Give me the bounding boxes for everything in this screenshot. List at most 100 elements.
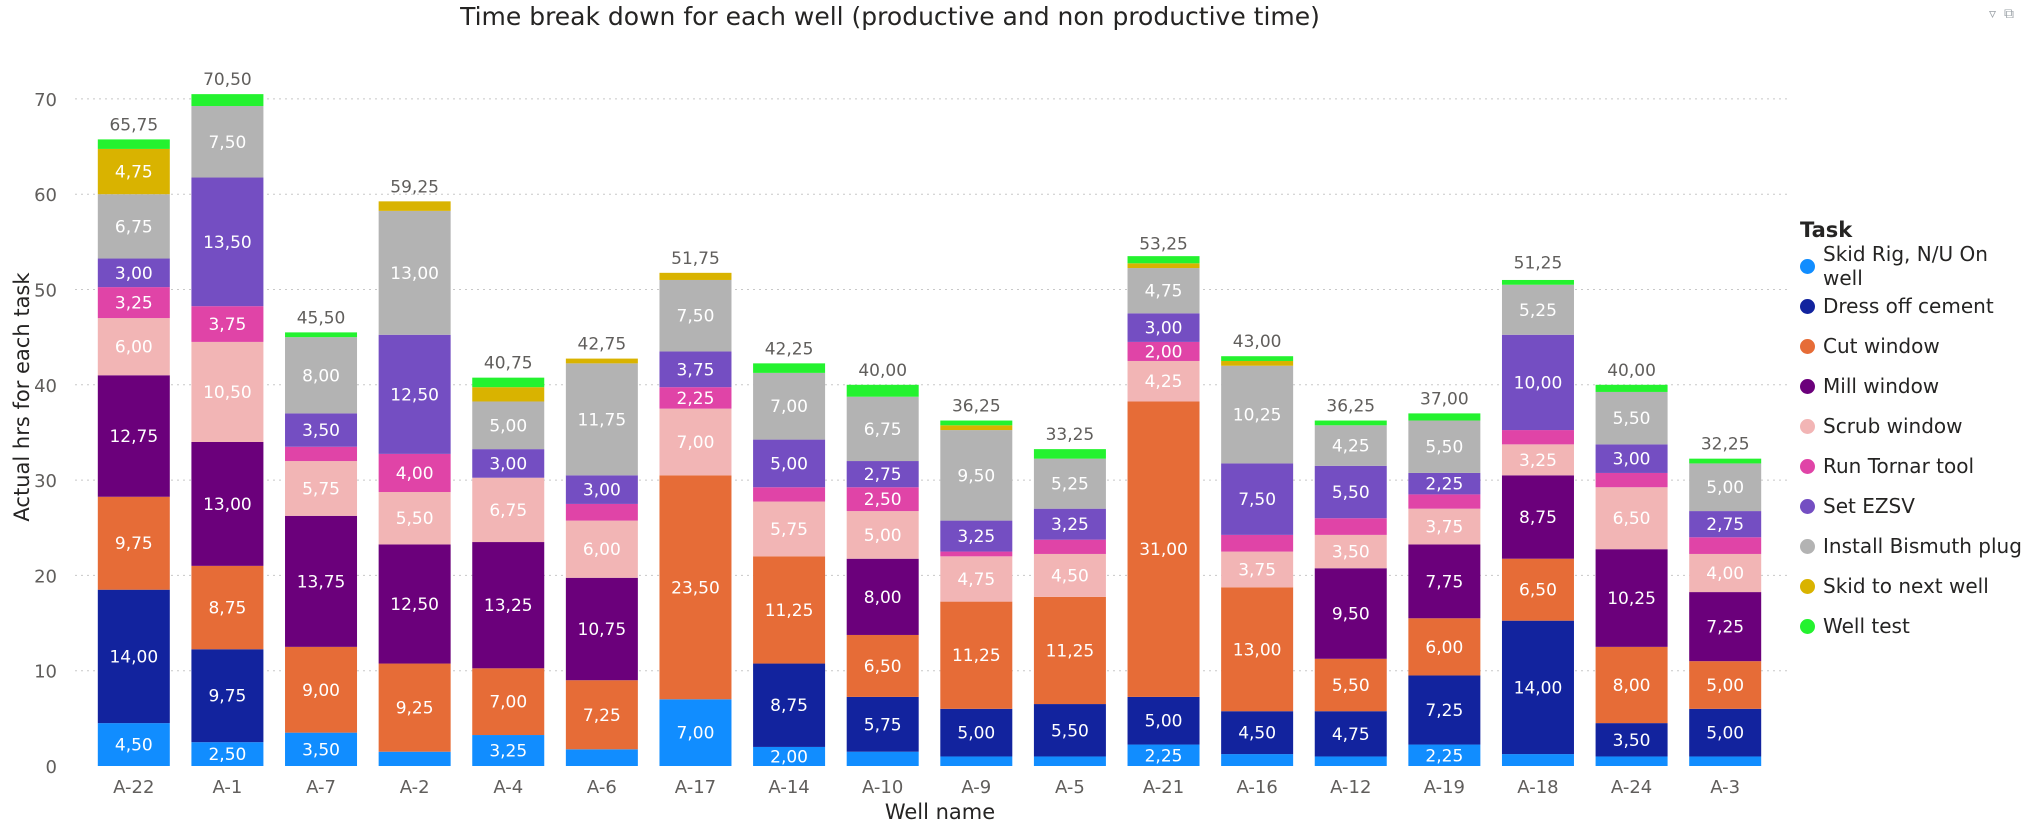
bar-segment xyxy=(940,430,1013,521)
data-label: 7,50 xyxy=(677,307,715,327)
bar-segment xyxy=(1408,413,1481,421)
bar-segment xyxy=(565,520,638,578)
legend-marker xyxy=(1800,578,1815,594)
bar-segment xyxy=(1689,463,1762,512)
bar-segment xyxy=(191,742,264,766)
bar-segment xyxy=(1221,463,1294,535)
legend-item[interactable]: Skid Rig, N/U On well xyxy=(1800,242,2026,290)
bar-segment xyxy=(1221,360,1294,366)
y-tick-label: 50 xyxy=(34,281,57,302)
data-label: 3,00 xyxy=(489,454,527,474)
legend-label: Well test xyxy=(1823,614,1910,638)
bar-segment xyxy=(753,487,826,502)
bar-segment xyxy=(846,558,919,635)
data-label: 13,50 xyxy=(203,233,252,253)
bar-segment xyxy=(1033,458,1106,509)
total-label: 53,25 xyxy=(1139,235,1188,255)
total-label: 65,75 xyxy=(109,115,158,135)
bar-segment xyxy=(378,492,451,545)
bar-segment xyxy=(753,363,826,373)
bar-segment xyxy=(1033,553,1106,597)
bar-segment xyxy=(1221,551,1294,588)
bar-segment xyxy=(1127,360,1200,402)
bar-segment xyxy=(285,515,358,647)
legend-item[interactable]: Dress off cement xyxy=(1800,286,2026,326)
data-label: 8,00 xyxy=(1613,676,1651,696)
bar-segment xyxy=(753,746,826,766)
data-label: 4,50 xyxy=(115,736,153,756)
bar-segment xyxy=(378,334,451,454)
data-label: 5,00 xyxy=(1706,676,1744,696)
legend-marker xyxy=(1800,458,1815,474)
bar-segment xyxy=(191,565,264,650)
bar-segment xyxy=(940,756,1013,766)
legend-item[interactable]: Run Tornar tool xyxy=(1800,446,2026,486)
bar-segment xyxy=(1689,511,1762,538)
bar-segment xyxy=(1314,711,1387,757)
data-label: 5,50 xyxy=(1332,676,1370,696)
x-tick-label: A-6 xyxy=(587,777,617,798)
bar-segment xyxy=(97,318,170,376)
data-label: 12,50 xyxy=(390,595,439,615)
legend-item[interactable]: Mill window xyxy=(1800,366,2026,406)
bar-segment xyxy=(285,413,358,447)
data-label: 4,50 xyxy=(1238,724,1276,744)
legend-label: Run Tornar tool xyxy=(1823,454,1975,478)
x-tick-label: A-16 xyxy=(1236,777,1277,798)
bar-segment xyxy=(97,375,170,497)
bar-segment xyxy=(1127,256,1200,264)
data-label: 5,00 xyxy=(864,526,902,546)
bar-segment xyxy=(285,461,358,516)
filter-icon[interactable]: ▿ xyxy=(1988,6,1996,22)
bar-segment xyxy=(1689,661,1762,709)
bar-segment xyxy=(1595,549,1668,647)
legend-item[interactable]: Set EZSV xyxy=(1800,486,2026,526)
x-tick-label: A-2 xyxy=(400,777,430,798)
bar-segment xyxy=(1127,268,1200,314)
x-tick-label: A-22 xyxy=(113,777,154,798)
legend-label: Scrub window xyxy=(1823,414,1963,438)
data-label: 3,00 xyxy=(115,264,153,284)
bar-segment xyxy=(940,708,1013,757)
data-label: 5,75 xyxy=(770,520,808,540)
legend-marker xyxy=(1800,538,1815,554)
bar-segment xyxy=(1689,756,1762,766)
bar-segment xyxy=(753,372,826,440)
bar-segment xyxy=(565,749,638,766)
legend-label: Set EZSV xyxy=(1823,494,1915,518)
data-label: 7,50 xyxy=(1238,490,1276,510)
bar-segment xyxy=(1408,675,1481,745)
bar-segment xyxy=(1595,646,1668,724)
bar-segment xyxy=(940,425,1013,431)
x-tick-label: A-4 xyxy=(493,777,523,798)
data-label: 3,00 xyxy=(1613,450,1651,470)
bar-segment xyxy=(191,649,264,743)
bar-segment xyxy=(565,363,638,476)
data-label: 3,25 xyxy=(1051,515,1089,535)
bar-segment xyxy=(1033,756,1106,766)
legend-item[interactable]: Skid to next well xyxy=(1800,566,2026,606)
x-tick-label: A-7 xyxy=(306,777,336,798)
legend-label: Skid to next well xyxy=(1823,574,1989,598)
data-label: 14,00 xyxy=(109,647,158,667)
bar-segment xyxy=(285,446,358,462)
data-label: 13,25 xyxy=(484,596,533,616)
data-label: 5,25 xyxy=(1051,475,1089,495)
legend-item[interactable]: Install Bismuth plug xyxy=(1800,526,2026,566)
bar-segment xyxy=(378,453,451,493)
legend-item[interactable]: Cut window xyxy=(1800,326,2026,366)
bar-segment xyxy=(659,272,732,280)
data-label: 6,00 xyxy=(115,338,153,358)
bar-segment xyxy=(1501,334,1574,431)
bar-segment xyxy=(1408,472,1481,495)
bar-segment xyxy=(1127,313,1200,342)
legend: Task Skid Rig, N/U On well Dress off ceme… xyxy=(1800,218,2026,646)
data-label: 2,25 xyxy=(1145,746,1183,766)
bar-segment xyxy=(97,496,170,590)
focus-mode-icon[interactable]: ⧉ xyxy=(2004,6,2014,22)
bar-segment xyxy=(1033,596,1106,705)
data-label: 3,75 xyxy=(1238,560,1276,580)
legend-item[interactable]: Well test xyxy=(1800,606,2026,646)
bar-segment xyxy=(1127,744,1200,766)
legend-item[interactable]: Scrub window xyxy=(1800,406,2026,446)
